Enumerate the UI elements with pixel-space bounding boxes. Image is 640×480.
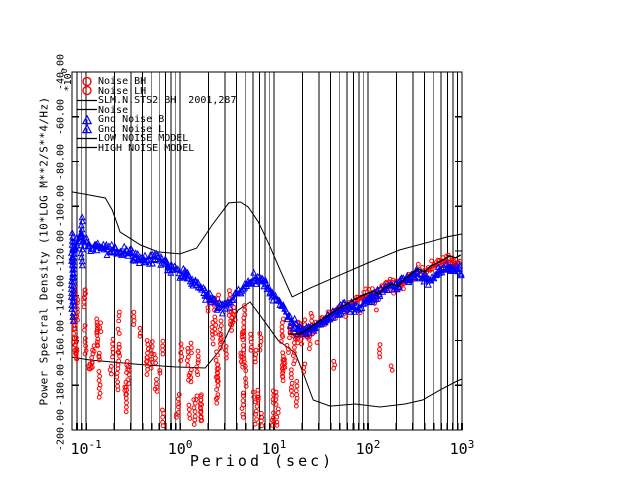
legend-row: SLM.N.STS2 BH 2001,287 <box>76 96 236 106</box>
legend-label: HIGH NOISE MODEL <box>98 142 195 154</box>
legend-symbol-triangle <box>81 124 93 134</box>
legend-row: Gnd Noise L <box>76 123 236 135</box>
legend-label: Gnd Noise B <box>98 114 165 126</box>
legend-row: Noise BH <box>76 76 236 88</box>
legend-label: Noise LH <box>98 85 147 97</box>
legend-label: Gnd Noise L <box>98 123 165 135</box>
legend-row: Noise LH <box>76 85 236 97</box>
legend: Noise BH Noise LH SLM.N.STS2 BH 2001,287 No… <box>76 76 236 154</box>
legend-symbol-line <box>77 109 97 111</box>
legend-symbol-triangle <box>81 114 93 124</box>
legend-label: Noise BH <box>98 76 147 88</box>
legend-label: SLM.N.STS2 BH 2001,287 <box>98 95 237 107</box>
legend-symbol-circle <box>82 76 92 86</box>
legend-row: Gnd Noise B <box>76 114 236 126</box>
legend-row: HIGH NOISE MODEL <box>76 142 236 154</box>
legend-label: Noise <box>98 104 129 116</box>
series-gnd-noise-b-l-band <box>67 213 465 337</box>
legend-symbol-line <box>77 99 97 101</box>
legend-symbol-line <box>77 147 97 149</box>
legend-row: Noise <box>76 104 236 116</box>
legend-symbol-circle <box>82 86 92 96</box>
legend-label: LOW NOISE MODEL <box>98 133 189 145</box>
series-low-noise-model <box>72 301 463 408</box>
legend-row: LOW NOISE MODEL <box>76 134 236 144</box>
series-slm-n-sts2-bh-2001-287 <box>288 254 462 335</box>
legend-symbol-line <box>77 137 97 139</box>
series-high-noise-model <box>72 191 463 298</box>
